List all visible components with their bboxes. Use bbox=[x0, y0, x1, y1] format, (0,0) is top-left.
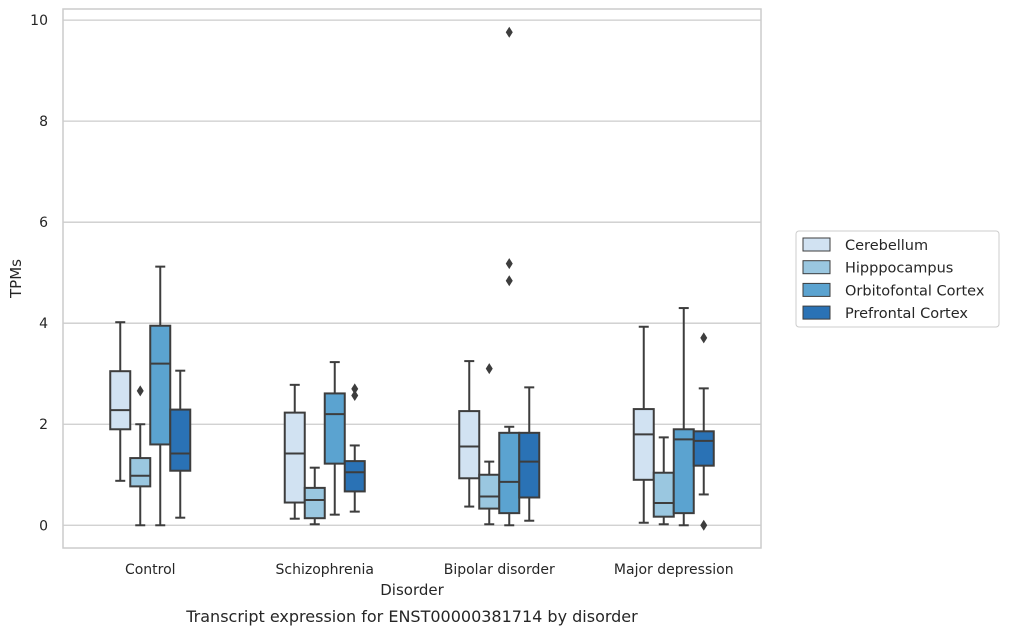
y-tick-labels: 0 2 4 6 8 10 bbox=[30, 13, 48, 534]
y-tick-label: 10 bbox=[30, 13, 48, 29]
x-tick-label: Bipolar disorder bbox=[444, 562, 555, 578]
outlier-point bbox=[700, 332, 708, 344]
legend-label: Orbitofontal Cortex bbox=[845, 283, 985, 299]
outlier-point bbox=[505, 275, 513, 287]
iqr-box bbox=[343, 460, 366, 493]
iqr-box bbox=[632, 408, 655, 481]
legend-label: Hipppocampus bbox=[845, 261, 953, 277]
box-0-0 bbox=[109, 321, 132, 482]
iqr-box bbox=[672, 428, 695, 515]
iqr-box bbox=[169, 408, 192, 472]
legend: Cerebellum Hipppocampus Orbitofontal Corte… bbox=[795, 230, 1000, 328]
y-tick-label: 8 bbox=[39, 114, 48, 130]
y-axis-title: TPMs bbox=[7, 259, 25, 299]
box-2-3 bbox=[518, 386, 541, 522]
iqr-box bbox=[129, 457, 152, 488]
y-tick-label: 2 bbox=[39, 417, 48, 433]
iqr-box bbox=[323, 392, 346, 465]
y-tick-label: 0 bbox=[39, 518, 48, 534]
legend-swatch bbox=[802, 282, 831, 297]
box-2-2 bbox=[498, 26, 521, 527]
iqr-box bbox=[109, 370, 132, 431]
x-tick-labels: Control Schizophrenia Bipolar disorder Majo… bbox=[125, 562, 734, 578]
iqr-box bbox=[458, 410, 481, 480]
outlier-point bbox=[505, 26, 513, 38]
box-1-3 bbox=[343, 383, 366, 513]
x-tick-label: Control bbox=[125, 562, 176, 578]
legend-label: Prefrontal Cortex bbox=[845, 306, 968, 322]
box-3-0 bbox=[632, 325, 655, 524]
legend-frame bbox=[795, 230, 1000, 328]
outlier-point bbox=[351, 383, 359, 395]
grid-lines bbox=[63, 19, 761, 526]
iqr-box bbox=[303, 486, 326, 520]
iqr-box bbox=[652, 471, 675, 518]
iqr-box bbox=[498, 431, 521, 515]
iqr-box bbox=[149, 324, 172, 446]
legend-swatch bbox=[802, 237, 831, 252]
y-tick-label: 4 bbox=[39, 316, 48, 332]
box-0-2 bbox=[149, 265, 172, 527]
x-tick-label: Major depression bbox=[614, 562, 734, 578]
outlier-point bbox=[505, 258, 513, 270]
box-3-3 bbox=[692, 332, 715, 531]
box-3-1 bbox=[652, 436, 675, 526]
box-0-1 bbox=[129, 385, 152, 527]
box-1-2 bbox=[323, 361, 346, 516]
legend-swatch bbox=[802, 260, 831, 275]
x-axis-title: Disorder bbox=[380, 581, 444, 599]
outlier-point bbox=[136, 385, 144, 397]
legend-swatch bbox=[802, 305, 831, 320]
box-1-1 bbox=[303, 466, 326, 526]
x-tick-label: Schizophrenia bbox=[276, 562, 374, 578]
boxes bbox=[109, 26, 715, 531]
legend-label: Cerebellum bbox=[845, 238, 928, 254]
iqr-box bbox=[283, 411, 306, 504]
y-tick-label: 6 bbox=[39, 215, 48, 231]
iqr-box bbox=[518, 431, 541, 499]
outlier-point bbox=[700, 519, 708, 531]
iqr-box bbox=[478, 473, 501, 510]
outlier-point bbox=[351, 389, 359, 401]
outlier-point bbox=[485, 363, 493, 375]
box-0-3 bbox=[169, 369, 192, 519]
box-2-1 bbox=[478, 363, 501, 526]
iqr-box bbox=[692, 430, 715, 467]
box-2-0 bbox=[458, 360, 481, 508]
box-1-0 bbox=[283, 383, 306, 520]
box-3-2 bbox=[672, 307, 695, 527]
plot-area-frame bbox=[62, 8, 762, 549]
figure-caption: Transcript expression for ENST0000038171… bbox=[185, 607, 638, 626]
